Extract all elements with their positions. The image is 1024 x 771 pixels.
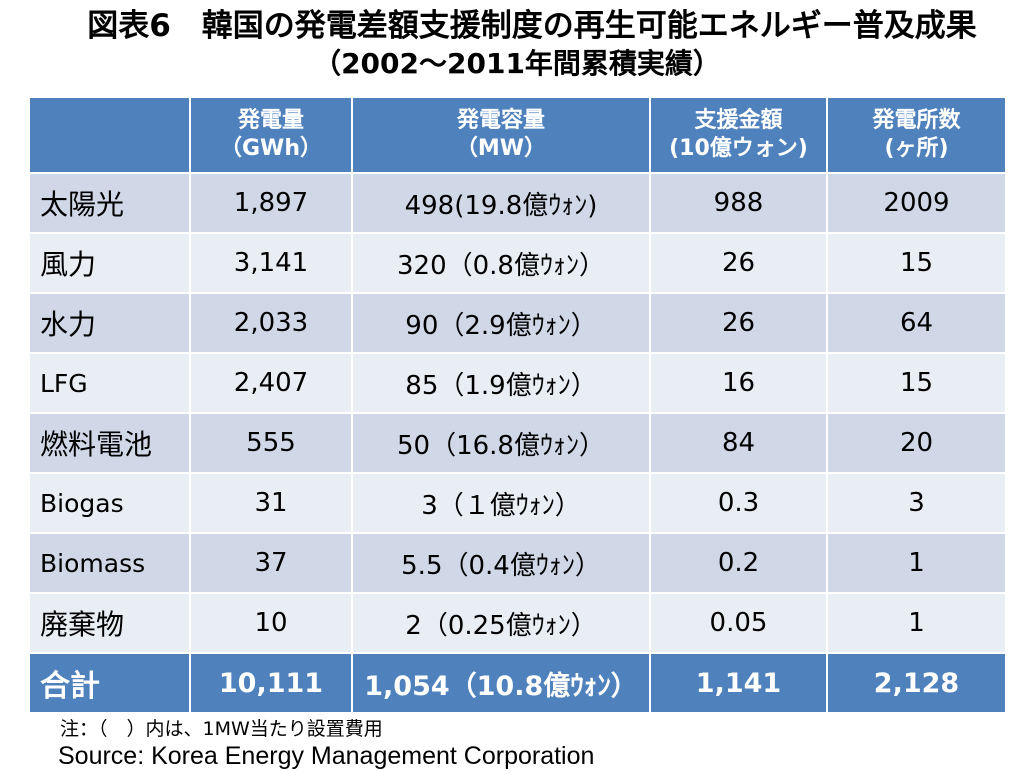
header-category (28, 96, 191, 174)
cell-support: 84 (649, 412, 828, 474)
table-total-row: 合計 10,111 1,054（10.8億ｳｫﾝ） 1,141 2,128 (28, 652, 1007, 714)
cell-support: 0.05 (649, 592, 828, 654)
page-title: 図表6 韓国の発電差額支援制度の再生可能エネルギー普及成果 （2002～2011… (0, 6, 1024, 84)
cell-plants: 2009 (826, 172, 1007, 234)
cell-plants: 1 (826, 532, 1007, 594)
cell-generation: 10 (189, 592, 353, 654)
footnote: 注：（ ）内は、1MW当たり設置費用 (60, 718, 383, 740)
cell-capacity: 2（0.25億ｳｫﾝ） (351, 592, 651, 654)
total-plants: 2,128 (826, 652, 1007, 714)
cell-support: 988 (649, 172, 828, 234)
table-row: LFG 2,407 85（1.9億ｳｫﾝ） 16 15 (28, 352, 1007, 414)
cell-support: 0.3 (649, 472, 828, 534)
row-category: Biogas (28, 472, 191, 534)
table-row: 廃棄物 10 2（0.25億ｳｫﾝ） 0.05 1 (28, 592, 1007, 654)
title-line-1: 図表6 韓国の発電差額支援制度の再生可能エネルギー普及成果 (87, 8, 977, 44)
cell-capacity: 3（１億ｳｫﾝ） (351, 472, 651, 534)
table-row: 太陽光 1,897 498(19.8億ｳｫﾝ) 988 2009 (28, 172, 1007, 234)
total-support: 1,141 (649, 652, 828, 714)
table-header-row: 発電量 （GWh） 発電容量 （MW） 支援金額 (10億ウォン) 発電所数 (ヶ所) (28, 96, 1007, 174)
row-category: Biomass (28, 532, 191, 594)
cell-plants: 3 (826, 472, 1007, 534)
cell-plants: 15 (826, 232, 1007, 294)
row-category: 水力 (28, 292, 191, 354)
row-category: 燃料電池 (28, 412, 191, 474)
total-label: 合計 (28, 652, 191, 714)
cell-generation: 555 (189, 412, 353, 474)
cell-capacity: 85（1.9億ｳｫﾝ） (351, 352, 651, 414)
cell-capacity: 320（0.8億ｳｫﾝ） (351, 232, 651, 294)
cell-capacity: 50（16.8億ｳｫﾝ） (351, 412, 651, 474)
cell-capacity: 90（2.9億ｳｫﾝ） (351, 292, 651, 354)
table-row: Biomass 37 5.5（0.4億ｳｫﾝ） 0.2 1 (28, 532, 1007, 594)
row-category: LFG (28, 352, 191, 414)
cell-plants: 1 (826, 592, 1007, 654)
results-table: 発電量 （GWh） 発電容量 （MW） 支援金額 (10億ウォン) 発電所数 (ヶ所) … (28, 96, 1007, 714)
header-plant-count: 発電所数 (ヶ所) (826, 96, 1007, 174)
cell-support: 26 (649, 232, 828, 294)
header-generation: 発電量 （GWh） (189, 96, 353, 174)
table-row: 水力 2,033 90（2.9億ｳｫﾝ） 26 64 (28, 292, 1007, 354)
cell-generation: 1,897 (189, 172, 353, 234)
header-capacity: 発電容量 （MW） (351, 96, 651, 174)
title-line-2: （2002～2011年間累積実績） (313, 47, 721, 80)
cell-support: 26 (649, 292, 828, 354)
header-support-amount: 支援金額 (10億ウォン) (649, 96, 828, 174)
total-generation: 10,111 (189, 652, 353, 714)
table-row: 風力 3,141 320（0.8億ｳｫﾝ） 26 15 (28, 232, 1007, 294)
row-category: 風力 (28, 232, 191, 294)
table-row: 燃料電池 555 50（16.8億ｳｫﾝ） 84 20 (28, 412, 1007, 474)
source-citation: Source: Korea Energy Management Corporat… (58, 742, 595, 770)
cell-capacity: 5.5（0.4億ｳｫﾝ） (351, 532, 651, 594)
table-row: Biogas 31 3（１億ｳｫﾝ） 0.3 3 (28, 472, 1007, 534)
row-category: 太陽光 (28, 172, 191, 234)
cell-plants: 15 (826, 352, 1007, 414)
cell-plants: 64 (826, 292, 1007, 354)
cell-capacity: 498(19.8億ｳｫﾝ) (351, 172, 651, 234)
cell-generation: 3,141 (189, 232, 353, 294)
cell-generation: 37 (189, 532, 353, 594)
cell-generation: 2,407 (189, 352, 353, 414)
cell-support: 0.2 (649, 532, 828, 594)
cell-generation: 2,033 (189, 292, 353, 354)
cell-generation: 31 (189, 472, 353, 534)
total-capacity: 1,054（10.8億ｳｫﾝ） (351, 652, 651, 714)
cell-plants: 20 (826, 412, 1007, 474)
row-category: 廃棄物 (28, 592, 191, 654)
cell-support: 16 (649, 352, 828, 414)
